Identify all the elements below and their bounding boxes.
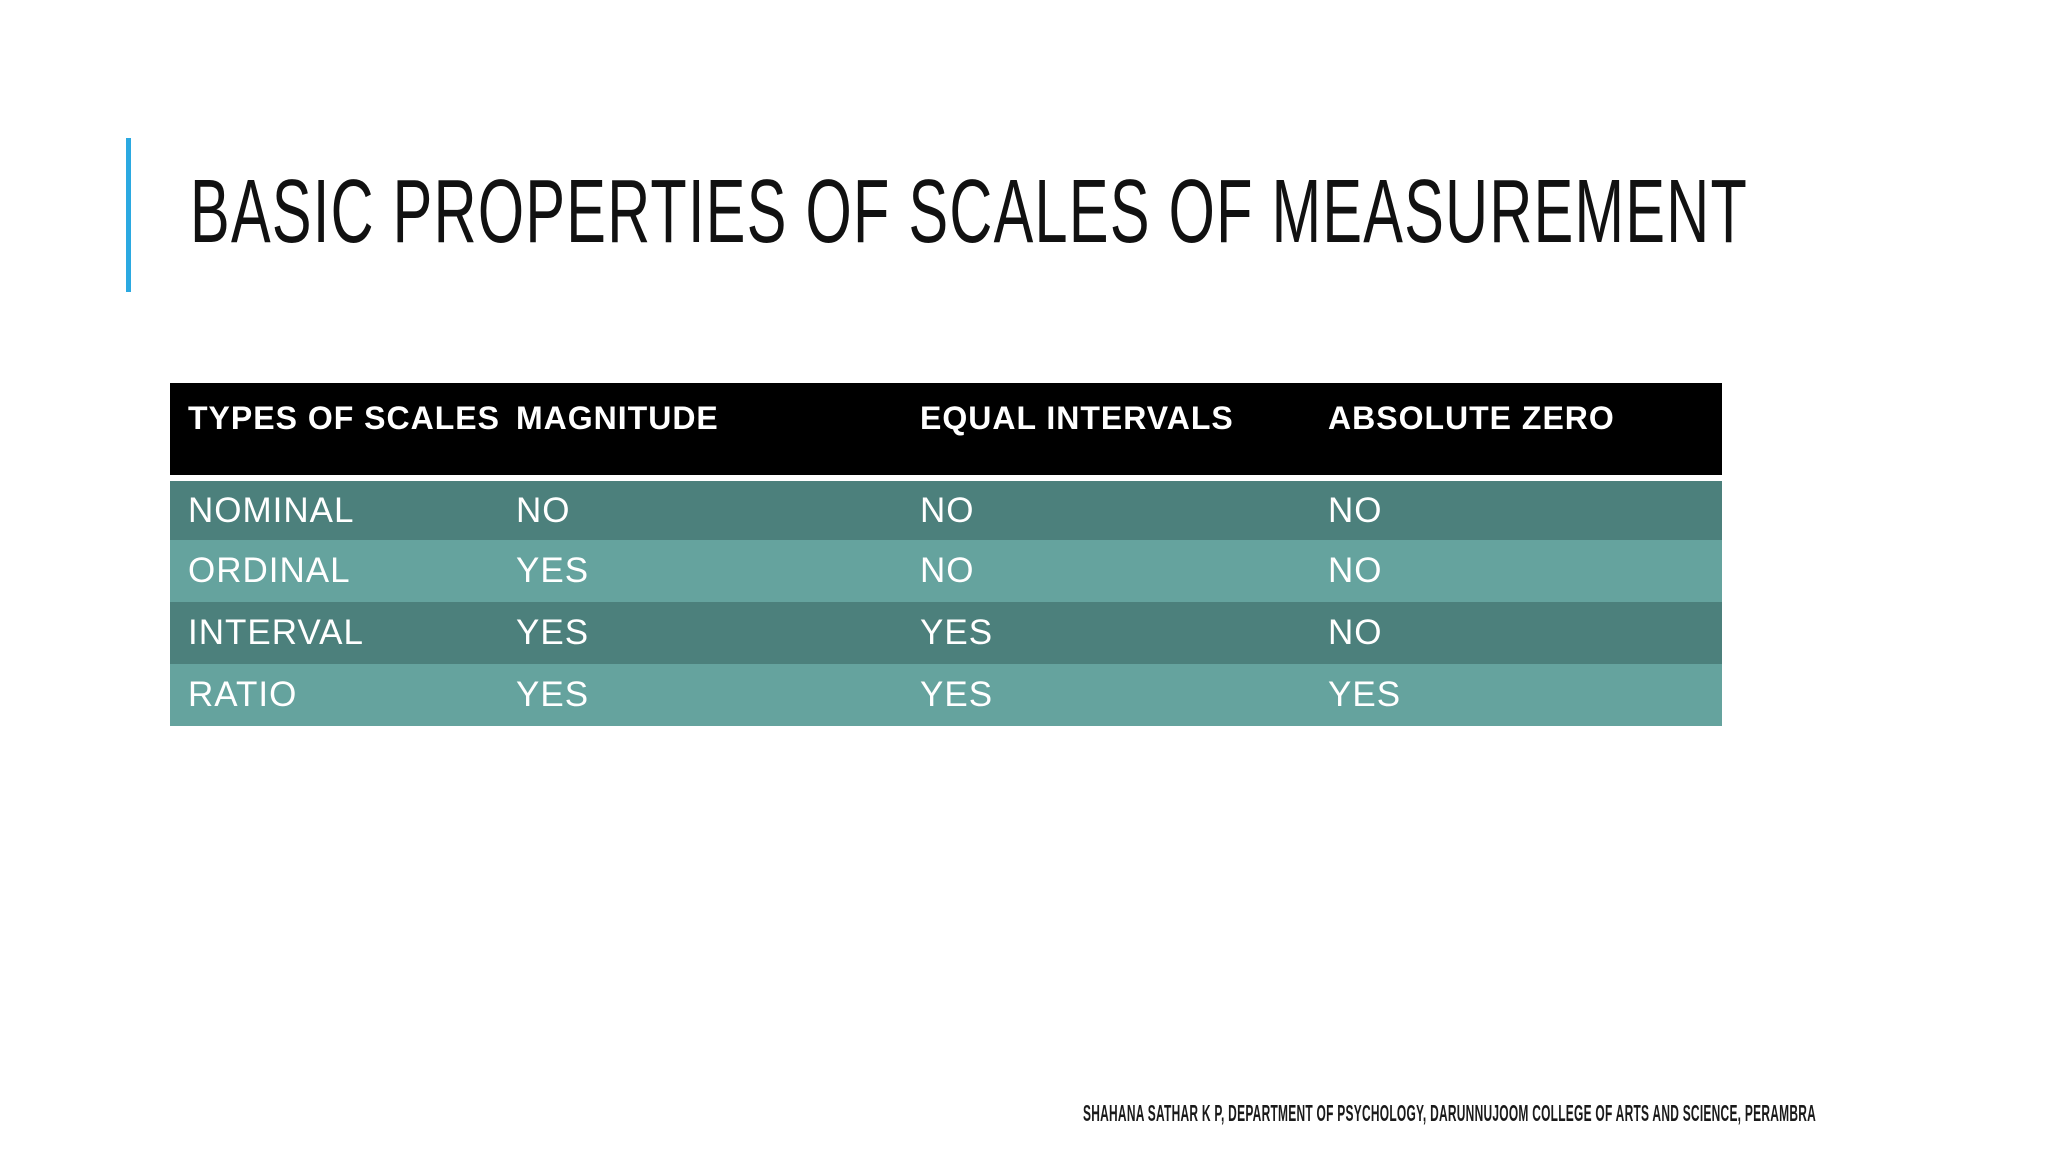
cell-ratio-equal-intervals: YES xyxy=(920,675,994,714)
header-cell-types-of-scales: TYPES OF SCALES xyxy=(188,400,498,436)
table-row-ratio: RATIO YES YES YES xyxy=(170,664,1722,726)
slide-title: BASIC PROPERTIES OF SCALES OF MEASUREMEN… xyxy=(190,162,1749,262)
title-accent-bar xyxy=(126,138,131,292)
cell-ordinal-magnitude: YES xyxy=(516,551,590,590)
cell-ratio-absolute-zero: YES xyxy=(1328,675,1402,714)
table-row-nominal: NOMINAL NO NO NO xyxy=(170,481,1722,540)
header-cell-absolute-zero: ABSOLUTE ZERO xyxy=(1328,400,1615,436)
cell-nominal-absolute-zero: NO xyxy=(1328,490,1383,530)
cell-interval-scale: INTERVAL xyxy=(188,613,364,652)
table-body: NOMINAL NO NO NO ORDINAL YES NO NO INTER… xyxy=(170,481,1722,726)
cell-nominal-magnitude: NO xyxy=(516,490,571,530)
table-row-ordinal: ORDINAL YES NO NO xyxy=(170,540,1722,602)
table-row-interval: INTERVAL YES YES NO xyxy=(170,602,1722,664)
cell-ratio-magnitude: YES xyxy=(516,675,590,714)
cell-ratio-scale: RATIO xyxy=(188,675,298,714)
cell-nominal-equal-intervals: NO xyxy=(920,490,975,530)
header-cell-equal-intervals: EQUAL INTERVALS xyxy=(920,400,1234,436)
header-cell-magnitude: MAGNITUDE xyxy=(516,400,719,436)
cell-nominal-scale: NOMINAL xyxy=(188,490,355,530)
cell-ordinal-equal-intervals: NO xyxy=(920,551,975,590)
cell-interval-equal-intervals: YES xyxy=(920,613,994,652)
table-header-row: TYPES OF SCALES MAGNITUDE EQUAL INTERVAL… xyxy=(170,383,1722,475)
cell-ordinal-scale: ORDINAL xyxy=(188,551,351,590)
scales-table: TYPES OF SCALES MAGNITUDE EQUAL INTERVAL… xyxy=(170,383,1722,726)
cell-ordinal-absolute-zero: NO xyxy=(1328,551,1383,590)
footer-credit-text: SHAHANA SATHAR K P, DEPARTMENT OF PSYCHO… xyxy=(1083,1100,1817,1126)
cell-interval-absolute-zero: NO xyxy=(1328,613,1383,652)
cell-interval-magnitude: YES xyxy=(516,613,590,652)
